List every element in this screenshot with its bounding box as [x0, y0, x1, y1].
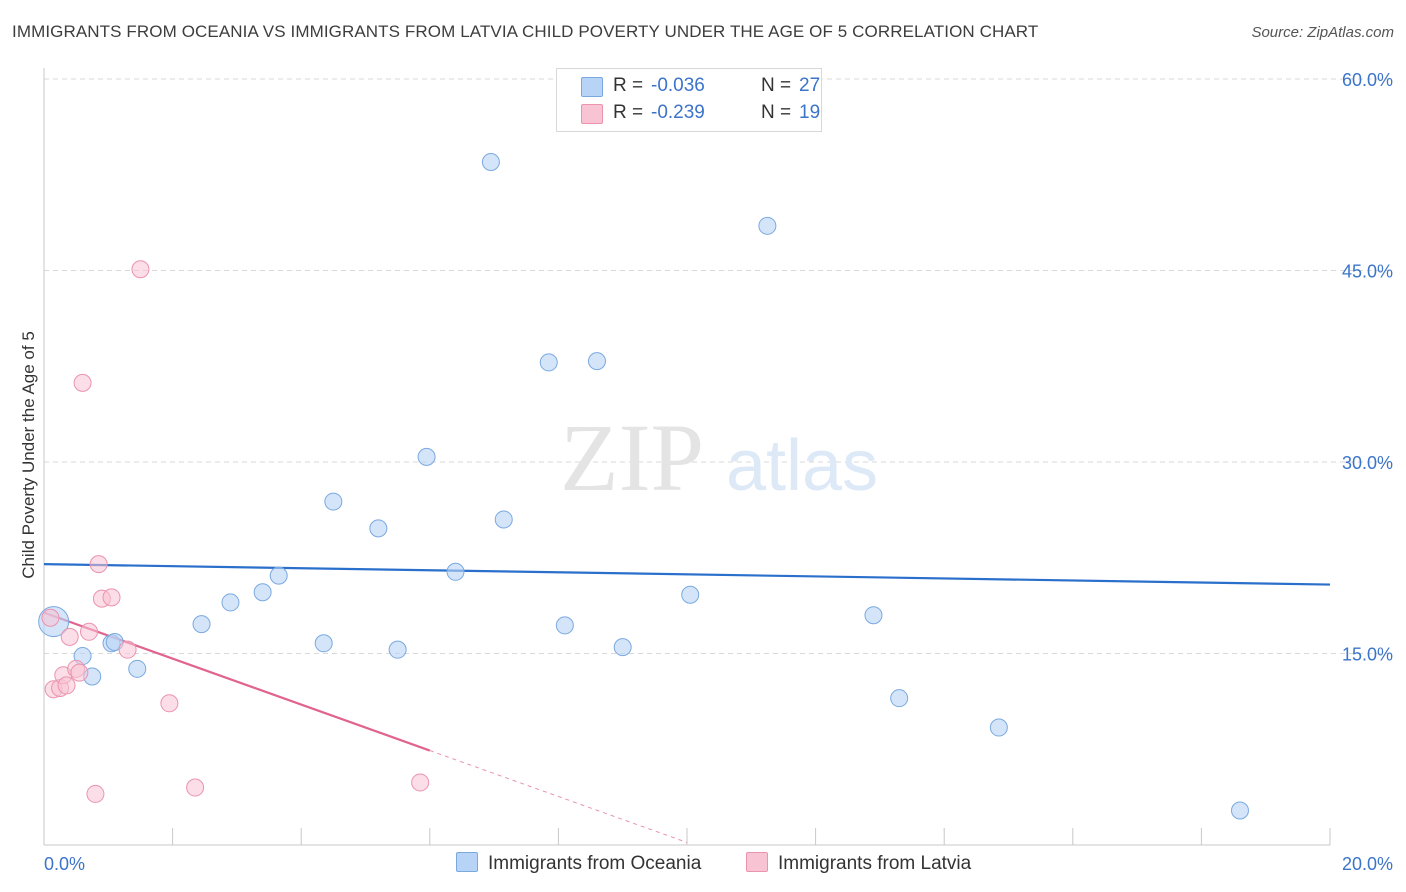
trend-line-oceania	[43, 563, 1331, 586]
legend-swatch-oceania	[581, 77, 603, 97]
legend-n-label: N =	[761, 75, 792, 96]
data-point-oceania	[128, 659, 147, 678]
x-tick-label: 20.0%	[1342, 854, 1393, 874]
trend-line-latvia-extension	[429, 750, 688, 843]
data-point-latvia	[160, 694, 179, 713]
legend-r-label: R =	[613, 75, 644, 96]
data-point-latvia	[60, 627, 79, 646]
legend-n-label: N =	[761, 102, 792, 123]
y-tick-label: 45.0%	[1342, 262, 1393, 282]
legend-r-value: -0.239	[651, 102, 705, 123]
data-point-latvia	[73, 373, 92, 392]
data-point-oceania	[494, 510, 513, 529]
data-point-oceania	[555, 616, 574, 635]
data-point-oceania	[324, 492, 343, 511]
watermark-zip: ZIP	[560, 404, 704, 511]
data-point-latvia	[57, 676, 76, 695]
data-point-oceania	[369, 519, 388, 538]
y-axis-label: Child Poverty Under the Age of 5	[19, 331, 38, 579]
bottom-legend-swatch-oceania	[456, 852, 478, 872]
data-point-oceania	[539, 353, 558, 372]
tick-labels: 15.0% 30.0% 45.0% 60.0% 0.0% 20.0%	[44, 70, 1393, 874]
data-point-oceania	[613, 638, 632, 657]
bottom-legend-latvia: Immigrants from Latvia	[746, 852, 971, 875]
data-point-latvia	[131, 260, 150, 279]
legend-r-label: R =	[613, 102, 644, 123]
data-point-latvia	[411, 773, 430, 792]
legend-n-value: 19	[799, 102, 821, 123]
data-point-oceania	[253, 583, 272, 602]
data-point-oceania	[417, 447, 436, 466]
data-point-oceania	[1230, 801, 1249, 820]
data-point-latvia	[118, 640, 137, 659]
data-point-latvia	[41, 608, 60, 627]
data-point-oceania	[758, 216, 777, 235]
data-point-latvia	[89, 555, 108, 574]
correlation-legend: R = -0.036 N = 27 R = -0.239 N = 19	[556, 68, 822, 132]
bottom-legend-oceania: Immigrants from Oceania	[456, 852, 701, 875]
data-point-oceania	[481, 152, 500, 171]
chart-title: IMMIGRANTS FROM OCEANIA VS IMMIGRANTS FR…	[12, 22, 1039, 41]
data-point-latvia	[86, 784, 105, 803]
data-point-oceania	[890, 689, 909, 708]
data-point-oceania	[221, 593, 240, 612]
y-tick-label: 15.0%	[1342, 645, 1393, 665]
data-point-oceania	[587, 352, 606, 371]
source-label: Source: ZipAtlas.com	[1251, 24, 1394, 41]
data-point-oceania	[269, 566, 288, 585]
data-point-oceania	[192, 615, 211, 634]
bottom-legend-swatch-latvia	[746, 852, 768, 872]
data-point-latvia	[186, 778, 205, 797]
data-point-oceania	[446, 562, 465, 581]
data-point-latvia	[80, 622, 99, 641]
data-point-oceania	[681, 585, 700, 604]
legend-swatch-latvia	[581, 104, 603, 124]
y-tick-label: 60.0%	[1342, 70, 1393, 90]
bottom-legend-label-latvia: Immigrants from Latvia	[778, 853, 972, 874]
x-tick-label: 0.0%	[44, 854, 85, 874]
watermark-atlas: atlas	[726, 426, 878, 506]
data-point-latvia	[70, 663, 89, 682]
watermark: ZIP atlas	[560, 404, 878, 511]
legend-r-value: -0.036	[651, 75, 705, 96]
data-point-oceania	[314, 634, 333, 653]
trend-line-latvia	[43, 611, 431, 752]
data-point-oceania	[989, 718, 1008, 737]
data-point-latvia	[102, 588, 121, 607]
y-tick-label: 30.0%	[1342, 453, 1393, 473]
bottom-legend-label-oceania: Immigrants from Oceania	[488, 853, 702, 874]
legend-n-value: 27	[799, 75, 821, 96]
data-point-oceania	[388, 640, 407, 659]
data-points	[38, 152, 1249, 820]
axes	[43, 68, 1331, 846]
data-point-oceania	[864, 606, 883, 625]
